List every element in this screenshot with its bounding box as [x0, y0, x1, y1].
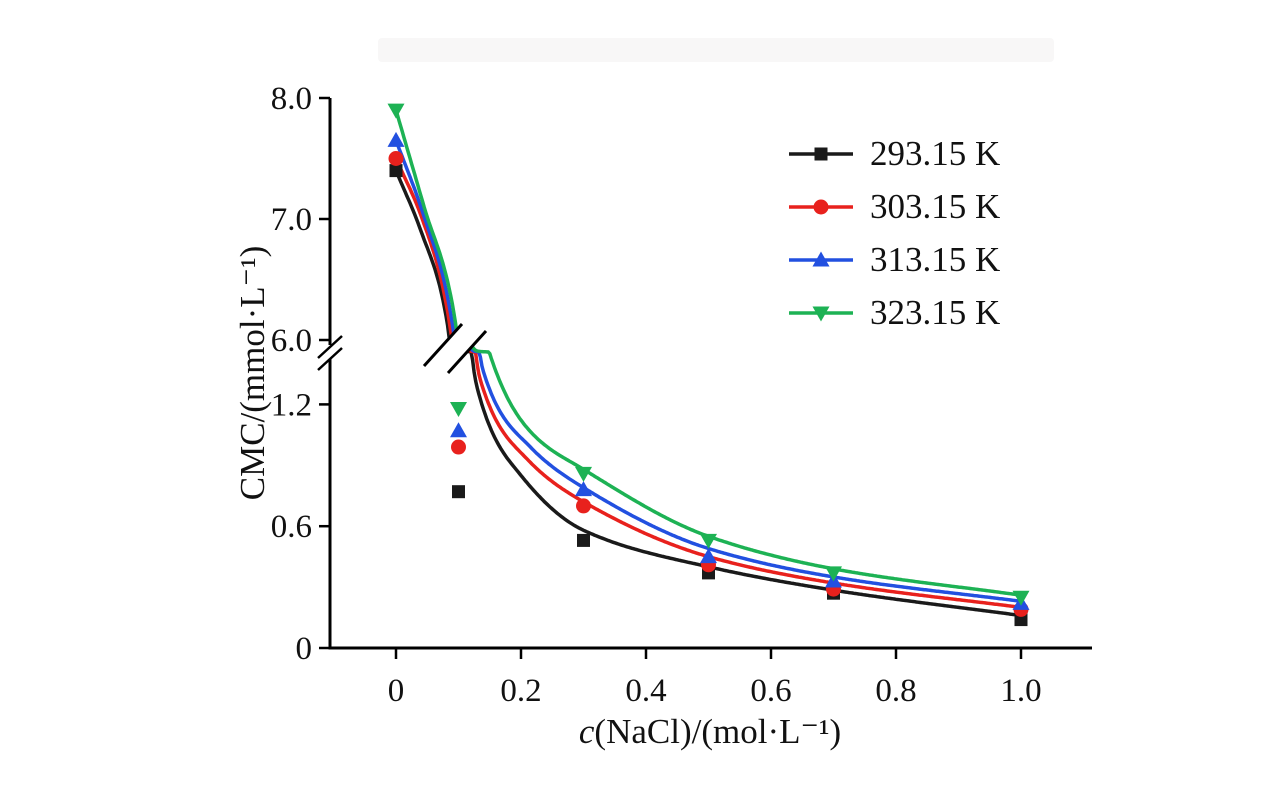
faded-header-artifact — [378, 38, 1054, 62]
y-tick-label: 7.0 — [271, 202, 312, 238]
break-gap-mask — [401, 298, 509, 399]
square-marker-icon — [814, 147, 828, 160]
triangle-down-marker — [450, 401, 467, 417]
x-tick-label: 0.6 — [750, 673, 791, 709]
legend-item: 303.15 K — [786, 180, 1000, 233]
triangle-up-marker — [387, 131, 405, 147]
x-tick-label: 0.2 — [500, 673, 541, 709]
y-tick-label: 0 — [296, 631, 313, 667]
legend-item: 293.15 K — [786, 127, 1000, 180]
legend-swatch — [789, 199, 853, 214]
legend-swatch — [789, 306, 853, 321]
legend-label: 293.15 K — [870, 133, 1001, 173]
triangle-down-marker — [575, 466, 592, 482]
triangle-up-marker — [700, 548, 717, 564]
y-tick-label: 1.2 — [271, 387, 312, 423]
legend-item: 323.15 K — [786, 286, 1000, 339]
axes — [328, 98, 1092, 650]
y-axis-title: CMC/(mmol·L⁻¹) — [233, 245, 272, 501]
legend-label: 313.15 K — [870, 239, 1001, 279]
triangle-down-marker — [387, 103, 405, 119]
square-marker — [577, 533, 590, 547]
break-slash-right — [446, 329, 488, 375]
x-tick-label: 0 — [388, 673, 405, 709]
y-tick-label: 8.0 — [271, 81, 312, 117]
data-markers — [387, 103, 1030, 627]
legend-swatch — [789, 147, 853, 160]
square-marker — [1014, 613, 1028, 627]
x-tick-label: 1.0 — [1000, 673, 1041, 709]
triangle-up-marker — [450, 422, 467, 438]
triangle-down-marker — [700, 533, 717, 549]
circle-marker — [451, 439, 466, 455]
ticks-and-labels: 0 0.2 0.4 0.6 0.8 1.0 0 0.6 1.2 6.0 7.0 8.0 — [271, 81, 1042, 709]
legend-swatch — [789, 251, 853, 266]
legend: 293.15 K 303.15 K 313.15 K 323.15 K — [786, 127, 1000, 339]
square-marker — [452, 485, 465, 499]
x-axis-title: c(NaCl)/(mol·L⁻¹) — [398, 712, 1022, 752]
triangle-down-marker-icon — [812, 306, 830, 321]
y-axis-break-slash — [317, 335, 343, 359]
circle-marker — [388, 151, 404, 166]
circle-marker-icon — [813, 199, 829, 214]
triangle-down-marker — [1012, 590, 1030, 606]
y-tick-label: 0.6 — [271, 509, 312, 545]
square-marker — [389, 164, 403, 178]
y-tick-label: 6.0 — [271, 323, 312, 359]
x-axis-title-units: (NaCl)/(mol·L⁻¹) — [594, 712, 842, 751]
triangle-down-marker — [825, 566, 842, 582]
curve-axis-break — [401, 298, 509, 399]
circle-marker — [576, 498, 591, 514]
legend-label: 323.15 K — [870, 292, 1001, 332]
x-tick-label: 0.8 — [875, 673, 916, 709]
x-tick-label: 0.4 — [625, 673, 666, 709]
y-axis-break-slash — [317, 347, 343, 371]
triangle-up-marker — [575, 481, 592, 497]
x-axis-title-variable: c — [578, 712, 595, 751]
break-slash-left — [422, 322, 464, 368]
triangle-up-marker-icon — [812, 251, 830, 266]
legend-item: 313.15 K — [786, 233, 1000, 286]
legend-label: 303.15 K — [870, 186, 1001, 226]
